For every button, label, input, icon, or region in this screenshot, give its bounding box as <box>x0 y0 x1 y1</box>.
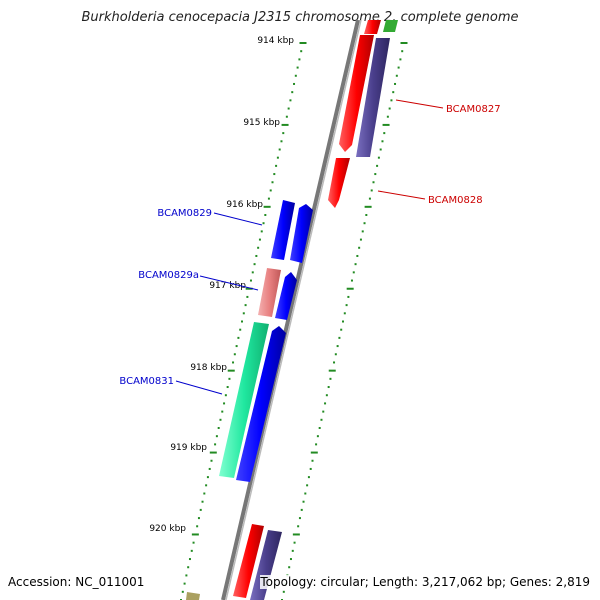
leader-BCAM0829a <box>199 275 259 291</box>
chromosome-backbone <box>221 19 360 600</box>
tick-labels: 914 kbp 915 kbp 916 kbp 917 kbp 918 kbp … <box>149 36 294 534</box>
label-leaders <box>175 99 444 395</box>
gene-BCAM0827[interactable] <box>339 35 374 152</box>
tick-label-918: 918 kbp <box>190 363 227 373</box>
gene-BCAM0827-companion[interactable] <box>356 38 390 157</box>
label-BCAM0829a[interactable]: BCAM0829a <box>138 270 199 281</box>
gene-red-bottom[interactable] <box>233 524 264 598</box>
accession-text: Accession: NC_011001 <box>8 575 145 589</box>
tick-label-915: 915 kbp <box>243 118 280 128</box>
topology-text: Topology: circular; Length: 3,217,062 bp… <box>260 575 590 589</box>
gene-BCAM0829-right[interactable] <box>290 204 313 263</box>
gene-BCAM0831[interactable] <box>219 322 269 478</box>
reverse-genes <box>186 200 313 600</box>
gene-BCAM0829a-partner[interactable] <box>275 272 297 320</box>
gene-BCAM0829a[interactable] <box>258 268 281 317</box>
leader-BCAM0827 <box>395 99 444 109</box>
label-BCAM0831[interactable]: BCAM0831 <box>119 376 174 387</box>
leader-BCAM0829 <box>213 212 263 226</box>
gene-olive-bottom[interactable] <box>186 592 200 600</box>
label-BCAM0829[interactable]: BCAM0829 <box>157 208 212 219</box>
tick-label-917: 917 kbp <box>209 281 246 291</box>
gene-red-top[interactable] <box>364 20 381 34</box>
leader-BCAM0831 <box>175 380 223 395</box>
backbone-highlight <box>225 19 362 600</box>
genome-title: Burkholderia cenocepacia J2315 chromosom… <box>81 10 519 25</box>
tick-label-920: 920 kbp <box>149 524 186 534</box>
gene-labels: BCAM0827 BCAM0828 BCAM0829 BCAM0829a BCA… <box>119 104 500 387</box>
forward-genes <box>233 20 398 600</box>
gene-BCAM0829-left[interactable] <box>271 200 295 260</box>
gene-BCAM0828[interactable] <box>328 158 350 208</box>
gene-green-top[interactable] <box>383 20 398 32</box>
tick-label-919: 919 kbp <box>170 443 207 453</box>
tick-marks <box>180 42 408 600</box>
leader-BCAM0828 <box>377 190 426 200</box>
gene-purple-bottom[interactable] <box>250 530 282 600</box>
label-BCAM0828[interactable]: BCAM0828 <box>428 195 483 206</box>
tick-label-914: 914 kbp <box>257 36 294 46</box>
gene-BCAM0831-partner[interactable] <box>236 326 286 482</box>
tick-label-916: 916 kbp <box>226 200 263 210</box>
label-BCAM0827[interactable]: BCAM0827 <box>446 104 501 115</box>
